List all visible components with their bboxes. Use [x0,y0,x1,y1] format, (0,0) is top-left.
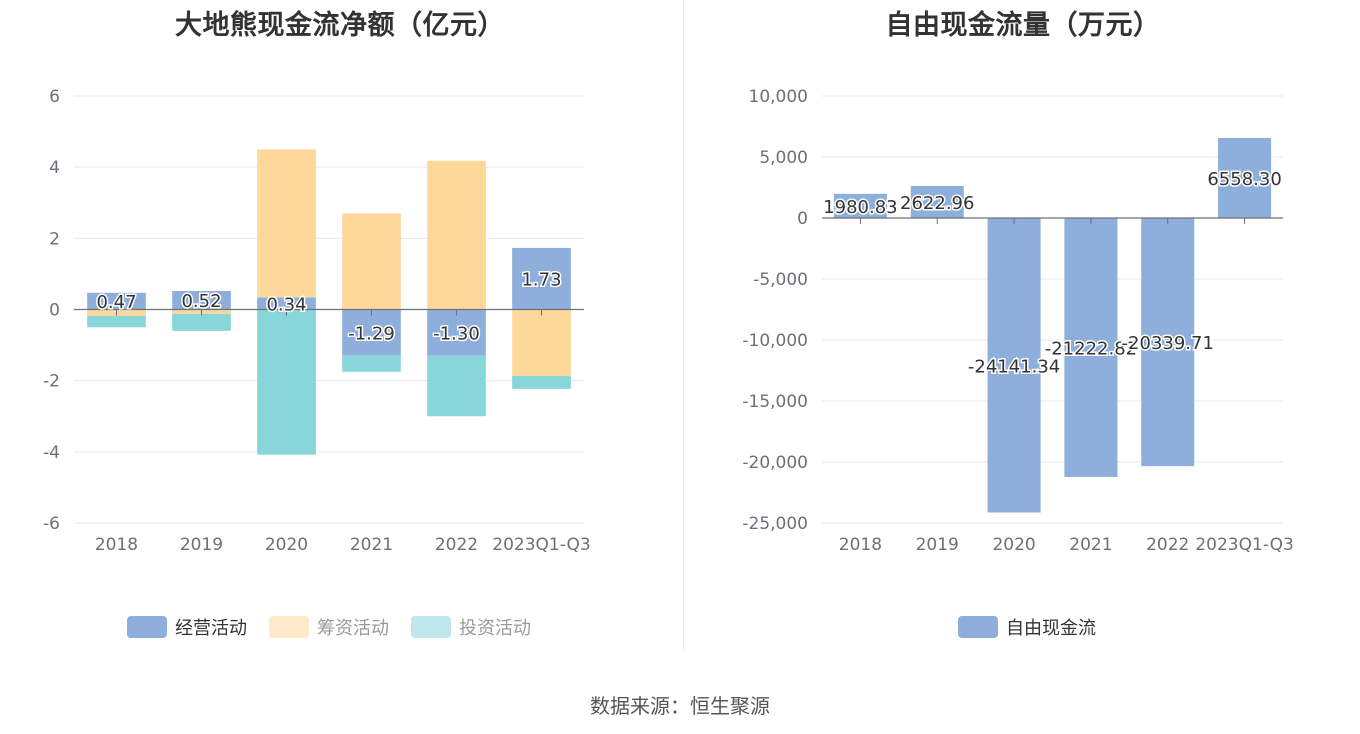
bar [512,376,571,389]
right-chart-title: 自由现金流量（万元） [885,10,1161,41]
y-tick-label: 4 [49,158,60,178]
bar [87,292,146,310]
bar [257,297,316,310]
left-chart-panel: 大地熊现金流净额（亿元） -6 -4 -2 0 2 4 6 2018 2019 2020 2021 2… [0,0,680,660]
legend-label: 经营活动 [175,618,247,639]
y-tick-label: -10,000 [742,331,808,351]
data-label: -1.29 [348,323,395,344]
y-tick-label: -4 [43,443,60,463]
x-tick-label: 2022 [1146,535,1189,555]
data-label: -24141.34 [968,356,1060,377]
y-tick-label: -20,000 [742,453,808,473]
y-tick-label: 0 [49,301,60,321]
bar [1064,218,1118,477]
legend-label: 自由现金流 [1006,618,1096,639]
panel-divider [683,0,684,650]
bar [172,290,231,310]
data-label: -1.30 [433,324,480,345]
legend-label: 筹资活动 [317,618,389,639]
x-tick-label: 2022 [435,535,478,555]
y-tick-label: -25,000 [742,514,808,534]
legend-swatch [958,616,998,638]
x-tick-label: 2019 [180,535,223,555]
bar [342,213,401,310]
y-tick-label: 2 [49,229,60,249]
right-chart-panel: 自由现金流量（万元） -25,000 -20,000 -15,000 -10,000-… [683,0,1360,660]
data-label: 0.52 [181,291,221,312]
data-label: 0.34 [266,294,306,315]
legend-label: 投资活动 [459,618,531,639]
data-label: 2622.96 [900,193,974,214]
bar [342,309,401,356]
y-tick-label: 5,000 [759,148,808,168]
bar [172,313,231,331]
bar [910,185,964,218]
bar [1141,218,1195,467]
bar [987,218,1041,513]
data-label: -21222.82 [1045,338,1137,359]
bar [427,160,486,310]
data-label: -20339.71 [1122,333,1214,354]
x-tick-label: 2019 [916,535,959,555]
y-tick-label: -15,000 [742,392,808,412]
data-label: 6558.30 [1207,169,1281,190]
data-label: 0.47 [96,292,136,313]
y-tick-label: -2 [43,372,60,392]
legend-swatch [269,616,309,638]
data-label: 1980.83 [823,197,897,218]
x-tick-label: 2021 [1069,535,1112,555]
bar [257,309,316,455]
x-tick-label: 2023Q1-Q3 [492,535,590,555]
left-chart-title: 大地熊现金流净额（亿元） [175,10,505,41]
data-label: 1.73 [521,270,561,291]
x-tick-label: 2023Q1-Q3 [1195,535,1293,555]
bar [833,193,887,218]
legend-swatch [127,616,167,638]
bar [512,247,571,310]
bar [1218,137,1272,218]
x-tick-label: 2021 [350,535,393,555]
y-tick-label: -6 [43,514,60,534]
bar [87,315,146,328]
y-tick-label: 10,000 [749,87,808,107]
bar [512,309,571,377]
x-tick-label: 2018 [95,535,138,555]
data-source-note: 数据来源：恒生聚源 [590,694,770,718]
x-tick-label: 2020 [265,535,308,555]
bar [427,355,486,417]
bar [427,309,486,356]
left-chart-svg: -6 -4 -2 0 2 4 6 2018 2019 2020 2021 2022 2023Q1-Q3 0… [43,87,591,639]
y-tick-label: 6 [49,87,60,107]
y-tick-label: -5,000 [753,270,808,290]
right-chart-svg: -25,000 -20,000 -15,000 -10,000 -5,000 0 5,000… [742,87,1293,639]
x-tick-label: 2018 [839,535,882,555]
bar [257,149,316,298]
y-tick-label: 0 [797,209,808,229]
legend-swatch [411,616,451,638]
bar [342,355,401,372]
x-tick-label: 2020 [992,535,1035,555]
